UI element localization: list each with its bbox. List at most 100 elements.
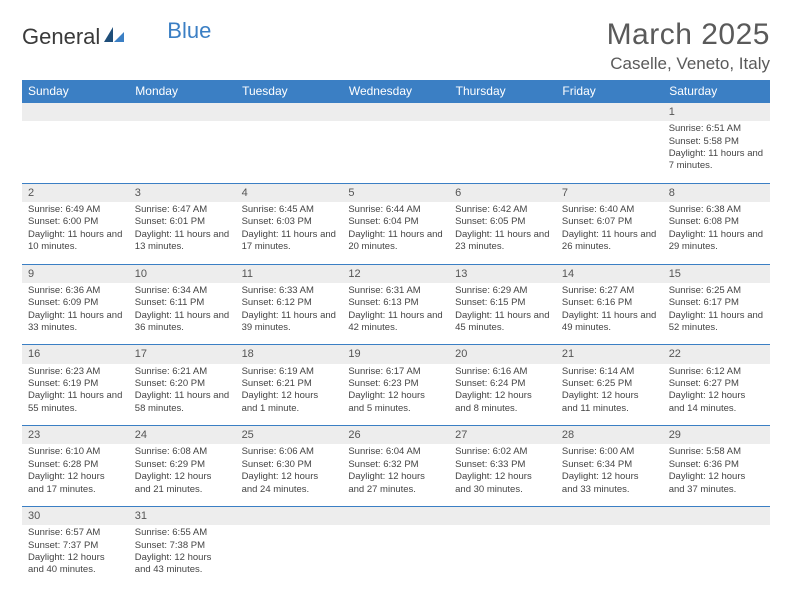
day-number-cell: 14 — [556, 264, 663, 283]
weekday-header: Monday — [129, 80, 236, 103]
sunrise-line: Sunrise: 6:57 AM — [28, 527, 123, 539]
day-detail-cell — [449, 525, 556, 587]
day-detail-cell: Sunrise: 6:55 AMSunset: 7:38 PMDaylight:… — [129, 525, 236, 587]
daylight-line: Daylight: 12 hours and 27 minutes. — [348, 471, 443, 496]
sunrise-line: Sunrise: 6:08 AM — [135, 446, 230, 458]
sunrise-line: Sunrise: 6:36 AM — [28, 285, 123, 297]
daylight-line: Daylight: 12 hours and 24 minutes. — [242, 471, 337, 496]
calendar-table: SundayMondayTuesdayWednesdayThursdayFrid… — [22, 80, 770, 587]
sunrise-line: Sunrise: 6:12 AM — [669, 366, 764, 378]
sunrise-line: Sunrise: 6:45 AM — [242, 204, 337, 216]
daylight-line: Daylight: 11 hours and 23 minutes. — [455, 229, 550, 254]
day-detail-cell — [556, 525, 663, 587]
day-detail-cell: Sunrise: 6:16 AMSunset: 6:24 PMDaylight:… — [449, 364, 556, 426]
day-detail-cell: Sunrise: 6:33 AMSunset: 6:12 PMDaylight:… — [236, 283, 343, 345]
sunrise-line: Sunrise: 6:16 AM — [455, 366, 550, 378]
day-number-cell: 27 — [449, 426, 556, 445]
day-number-row: 1 — [22, 103, 770, 122]
sunset-line: Sunset: 6:00 PM — [28, 216, 123, 228]
sunrise-line: Sunrise: 6:42 AM — [455, 204, 550, 216]
weekday-header-row: SundayMondayTuesdayWednesdayThursdayFrid… — [22, 80, 770, 103]
day-number-cell — [663, 506, 770, 525]
day-number-row: 9101112131415 — [22, 264, 770, 283]
day-number-cell: 20 — [449, 345, 556, 364]
daylight-line: Daylight: 12 hours and 43 minutes. — [135, 552, 230, 577]
day-number-cell: 24 — [129, 426, 236, 445]
month-title: March 2025 — [607, 18, 770, 52]
daylight-line: Daylight: 11 hours and 33 minutes. — [28, 310, 123, 335]
daylight-line: Daylight: 12 hours and 37 minutes. — [669, 471, 764, 496]
daylight-line: Daylight: 11 hours and 36 minutes. — [135, 310, 230, 335]
day-detail-cell: Sunrise: 6:08 AMSunset: 6:29 PMDaylight:… — [129, 444, 236, 506]
title-block: March 2025 Caselle, Veneto, Italy — [607, 18, 770, 74]
day-number-cell: 16 — [22, 345, 129, 364]
sunrise-line: Sunrise: 6:44 AM — [348, 204, 443, 216]
day-number-cell: 31 — [129, 506, 236, 525]
day-detail-cell — [236, 121, 343, 183]
daylight-line: Daylight: 11 hours and 39 minutes. — [242, 310, 337, 335]
sunset-line: Sunset: 6:33 PM — [455, 459, 550, 471]
daylight-line: Daylight: 11 hours and 45 minutes. — [455, 310, 550, 335]
weekday-header: Sunday — [22, 80, 129, 103]
daylight-line: Daylight: 11 hours and 26 minutes. — [562, 229, 657, 254]
day-number-cell: 23 — [22, 426, 129, 445]
sunset-line: Sunset: 6:20 PM — [135, 378, 230, 390]
day-detail-cell: Sunrise: 6:44 AMSunset: 6:04 PMDaylight:… — [342, 202, 449, 264]
weekday-header: Wednesday — [342, 80, 449, 103]
sunset-line: Sunset: 6:03 PM — [242, 216, 337, 228]
day-detail-cell: Sunrise: 6:10 AMSunset: 6:28 PMDaylight:… — [22, 444, 129, 506]
logo: General Blue — [22, 24, 211, 50]
day-detail-cell: Sunrise: 6:49 AMSunset: 6:00 PMDaylight:… — [22, 202, 129, 264]
weekday-header: Saturday — [663, 80, 770, 103]
sunset-line: Sunset: 7:37 PM — [28, 540, 123, 552]
daylight-line: Daylight: 12 hours and 8 minutes. — [455, 390, 550, 415]
day-number-cell: 26 — [342, 426, 449, 445]
day-detail-cell: Sunrise: 6:42 AMSunset: 6:05 PMDaylight:… — [449, 202, 556, 264]
day-number-cell — [449, 506, 556, 525]
sunset-line: Sunset: 6:28 PM — [28, 459, 123, 471]
day-detail-cell: Sunrise: 6:19 AMSunset: 6:21 PMDaylight:… — [236, 364, 343, 426]
header: General Blue March 2025 Caselle, Veneto,… — [22, 18, 770, 74]
day-detail-cell: Sunrise: 6:04 AMSunset: 6:32 PMDaylight:… — [342, 444, 449, 506]
daylight-line: Daylight: 12 hours and 5 minutes. — [348, 390, 443, 415]
day-detail-row: Sunrise: 6:57 AMSunset: 7:37 PM Daylight:… — [22, 525, 770, 587]
day-detail-cell: Sunrise: 6:47 AMSunset: 6:01 PMDaylight:… — [129, 202, 236, 264]
day-number-cell: 8 — [663, 183, 770, 202]
day-detail-cell: Sunrise: 6:00 AMSunset: 6:34 PMDaylight:… — [556, 444, 663, 506]
day-detail-row: Sunrise: 6:51 AMSunset: 5:58 PMDaylight:… — [22, 121, 770, 183]
day-number-row: 16171819202122 — [22, 345, 770, 364]
weekday-header: Thursday — [449, 80, 556, 103]
day-detail-cell: Sunrise: 6:06 AMSunset: 6:30 PMDaylight:… — [236, 444, 343, 506]
daylight-line: Daylight: 12 hours and 11 minutes. — [562, 390, 657, 415]
sunset-line: Sunset: 6:15 PM — [455, 297, 550, 309]
day-detail-cell: Sunrise: 6:31 AMSunset: 6:13 PMDaylight:… — [342, 283, 449, 345]
day-number-cell: 1 — [663, 103, 770, 122]
sunset-line: Sunset: 6:01 PM — [135, 216, 230, 228]
day-number-row: 2345678 — [22, 183, 770, 202]
sunset-line: Sunset: 6:23 PM — [348, 378, 443, 390]
daylight-line: Daylight: 12 hours and 17 minutes. — [28, 471, 123, 496]
sunset-line: Sunset: 6:34 PM — [562, 459, 657, 471]
sunset-line: Sunset: 6:17 PM — [669, 297, 764, 309]
day-number-cell — [449, 103, 556, 122]
day-number-cell: 7 — [556, 183, 663, 202]
day-detail-cell — [342, 121, 449, 183]
day-number-cell: 9 — [22, 264, 129, 283]
sunrise-line: Sunrise: 6:47 AM — [135, 204, 230, 216]
day-number-cell: 10 — [129, 264, 236, 283]
daylight-line: Daylight: 11 hours and 7 minutes. — [669, 148, 764, 173]
sunrise-line: Sunrise: 6:06 AM — [242, 446, 337, 458]
sunrise-line: Sunrise: 6:34 AM — [135, 285, 230, 297]
day-detail-row: Sunrise: 6:36 AMSunset: 6:09 PMDaylight:… — [22, 283, 770, 345]
day-number-cell — [22, 103, 129, 122]
sunset-line: Sunset: 6:30 PM — [242, 459, 337, 471]
day-number-cell: 30 — [22, 506, 129, 525]
day-number-cell — [342, 103, 449, 122]
day-number-cell: 21 — [556, 345, 663, 364]
day-number-cell: 2 — [22, 183, 129, 202]
day-detail-cell: Sunrise: 6:51 AMSunset: 5:58 PMDaylight:… — [663, 121, 770, 183]
day-detail-cell — [556, 121, 663, 183]
daylight-line: Daylight: 11 hours and 55 minutes. — [28, 390, 123, 415]
day-detail-cell: Sunrise: 6:45 AMSunset: 6:03 PMDaylight:… — [236, 202, 343, 264]
day-number-cell: 13 — [449, 264, 556, 283]
